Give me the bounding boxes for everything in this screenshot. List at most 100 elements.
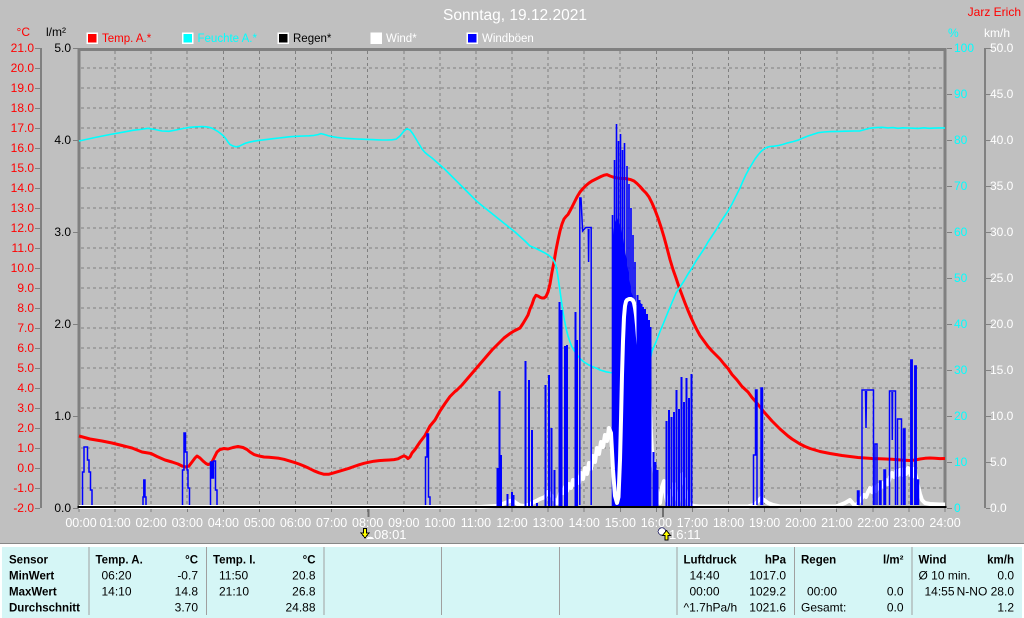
svg-text:5.0: 5.0 xyxy=(54,41,71,55)
svg-text:18.0: 18.0 xyxy=(11,101,35,115)
svg-text:07:00: 07:00 xyxy=(316,516,347,530)
svg-text:02:00: 02:00 xyxy=(136,516,167,530)
svg-text:°C: °C xyxy=(17,25,31,39)
svg-text:14:00: 14:00 xyxy=(569,516,600,530)
svg-text:-0.7: -0.7 xyxy=(177,569,198,583)
svg-text:21:10: 21:10 xyxy=(219,585,249,599)
svg-text:06:00: 06:00 xyxy=(280,516,311,530)
svg-text:14.0: 14.0 xyxy=(11,181,35,195)
svg-text:09:00: 09:00 xyxy=(388,516,419,530)
svg-text:2.0: 2.0 xyxy=(54,317,71,331)
svg-text:4.0: 4.0 xyxy=(17,381,34,395)
svg-text:Wind: Wind xyxy=(919,555,947,567)
svg-text:10.0: 10.0 xyxy=(990,409,1014,423)
svg-text:8.0: 8.0 xyxy=(17,301,34,315)
svg-text:16:00: 16:00 xyxy=(641,516,672,530)
svg-text:Temp. I.: Temp. I. xyxy=(213,555,256,567)
svg-text:MaxWert: MaxWert xyxy=(9,587,57,599)
svg-text:05:00: 05:00 xyxy=(244,516,275,530)
svg-text:15.0: 15.0 xyxy=(990,363,1014,377)
svg-text:0.0: 0.0 xyxy=(887,601,904,615)
svg-text:hPa: hPa xyxy=(765,555,787,567)
svg-text:20.0: 20.0 xyxy=(990,317,1014,331)
svg-text:5.0: 5.0 xyxy=(990,455,1007,469)
svg-text:0.0: 0.0 xyxy=(54,501,71,515)
svg-text:17.0: 17.0 xyxy=(11,121,35,135)
svg-text:00:00: 00:00 xyxy=(65,516,96,530)
svg-text:22:00: 22:00 xyxy=(857,516,888,530)
svg-text:20.8: 20.8 xyxy=(292,569,316,583)
svg-text:3.0: 3.0 xyxy=(17,401,34,415)
svg-text:6.0: 6.0 xyxy=(17,341,34,355)
svg-text:26.8: 26.8 xyxy=(292,585,316,599)
svg-text:00:00: 00:00 xyxy=(690,585,720,599)
svg-text:01:00: 01:00 xyxy=(99,516,130,530)
svg-text:Windböen: Windböen xyxy=(482,33,534,45)
svg-text:13.0: 13.0 xyxy=(11,201,35,215)
svg-text:0: 0 xyxy=(954,501,961,515)
svg-text:50: 50 xyxy=(954,271,968,285)
svg-text:Wind*: Wind* xyxy=(386,33,417,45)
svg-text:11:50: 11:50 xyxy=(219,569,248,583)
svg-text:18:00: 18:00 xyxy=(713,516,744,530)
svg-text:9.0: 9.0 xyxy=(17,281,34,295)
svg-text:Jarz Erich: Jarz Erich xyxy=(968,5,1021,19)
svg-text:15.0: 15.0 xyxy=(11,161,35,175)
svg-text:Temp. A.: Temp. A. xyxy=(96,555,143,567)
svg-text:MinWert: MinWert xyxy=(9,571,54,583)
svg-text:°C: °C xyxy=(303,555,316,567)
svg-text:1017.0: 1017.0 xyxy=(749,569,786,583)
svg-text:24.88: 24.88 xyxy=(285,601,315,615)
svg-text:11:00: 11:00 xyxy=(461,516,491,530)
svg-text:Luftdruck: Luftdruck xyxy=(684,555,738,567)
svg-text:40.0: 40.0 xyxy=(990,133,1014,147)
svg-text:08:01: 08:01 xyxy=(374,527,407,542)
svg-text:5.0: 5.0 xyxy=(17,361,34,375)
svg-text:20: 20 xyxy=(954,409,968,423)
svg-text:3.70: 3.70 xyxy=(175,601,199,615)
svg-text:km/h: km/h xyxy=(984,26,1010,40)
svg-text:16.0: 16.0 xyxy=(11,141,35,155)
svg-text:Gesamt:: Gesamt: xyxy=(801,601,846,615)
svg-text:14:10: 14:10 xyxy=(102,585,132,599)
svg-text:1.2: 1.2 xyxy=(997,601,1014,615)
svg-text:60: 60 xyxy=(954,225,968,239)
svg-text:12:00: 12:00 xyxy=(496,516,527,530)
svg-text:00:00: 00:00 xyxy=(807,585,837,599)
svg-text:3.0: 3.0 xyxy=(54,225,71,239)
svg-text:Regen*: Regen* xyxy=(293,33,332,45)
svg-text:100: 100 xyxy=(954,41,974,55)
svg-text:19:00: 19:00 xyxy=(749,516,780,530)
svg-text:l/m²: l/m² xyxy=(883,555,904,567)
svg-text:2.0: 2.0 xyxy=(17,421,34,435)
svg-text:4.0: 4.0 xyxy=(54,133,71,147)
svg-text:03:00: 03:00 xyxy=(172,516,203,530)
svg-text:Regen: Regen xyxy=(801,555,836,567)
svg-text:23:00: 23:00 xyxy=(893,516,924,530)
svg-text:45.0: 45.0 xyxy=(990,87,1014,101)
svg-text:0.0: 0.0 xyxy=(997,569,1014,583)
svg-text:1021.6: 1021.6 xyxy=(749,601,786,615)
svg-text:06:20: 06:20 xyxy=(102,569,132,583)
svg-text:08:00: 08:00 xyxy=(352,516,383,530)
svg-text:7.0: 7.0 xyxy=(17,321,34,335)
svg-text:1.0: 1.0 xyxy=(17,441,34,455)
svg-text:1.0: 1.0 xyxy=(54,409,71,423)
svg-text:10:00: 10:00 xyxy=(424,516,455,530)
svg-text:14:55: 14:55 xyxy=(925,585,955,599)
svg-text:0.0: 0.0 xyxy=(887,585,904,599)
svg-text:10.0: 10.0 xyxy=(11,261,35,275)
svg-text:Durchschnitt: Durchschnitt xyxy=(9,603,80,615)
svg-text:50.0: 50.0 xyxy=(990,41,1014,55)
svg-text:^1.7hPa/h: ^1.7hPa/h xyxy=(684,601,738,615)
svg-text:-1.0: -1.0 xyxy=(13,481,34,495)
svg-text:30: 30 xyxy=(954,363,968,377)
svg-text:Temp. A.*: Temp. A.* xyxy=(102,33,152,45)
svg-text:90: 90 xyxy=(954,87,968,101)
svg-text:1029.2: 1029.2 xyxy=(749,585,786,599)
svg-text:15:00: 15:00 xyxy=(605,516,636,530)
svg-text:40: 40 xyxy=(954,317,968,331)
svg-text:Ø 10 min.: Ø 10 min. xyxy=(919,569,971,583)
svg-text:24:00: 24:00 xyxy=(929,516,960,530)
svg-text:km/h: km/h xyxy=(987,555,1014,567)
